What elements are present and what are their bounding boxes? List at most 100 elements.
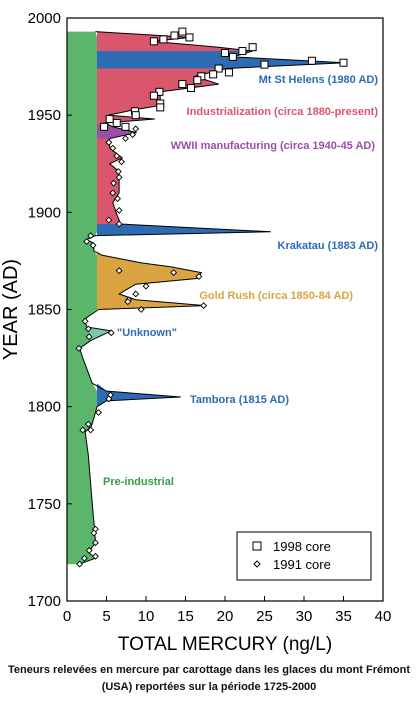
x-tick-label: 20 — [217, 608, 234, 625]
marker-1991-core — [114, 195, 121, 203]
x-tick-label: 30 — [296, 608, 313, 625]
marker-1998-core — [131, 111, 140, 120]
region-tambora-1815-ad — [97, 383, 181, 413]
x-tick-label: 15 — [177, 608, 194, 625]
marker-1998-core — [100, 122, 109, 131]
annotation-mt-st-helens-1980-ad: Mt St Helens (1980 AD) — [259, 74, 379, 86]
marker-1998-core — [221, 48, 229, 57]
x-tick-label: 35 — [335, 608, 352, 625]
marker-1991-core — [142, 282, 150, 290]
legend-label: 1991 core — [273, 557, 331, 572]
marker-1991-core — [83, 238, 91, 245]
marker-1998-core — [178, 80, 187, 89]
marker-1991-core — [129, 131, 137, 139]
marker-1991-core — [115, 173, 123, 181]
marker-1991-core — [80, 554, 88, 562]
caption-line-2: (USA) reportées sur la période 1725-2000 — [101, 681, 317, 693]
annotation-pre-industrial: Pre-industrial — [103, 476, 174, 488]
region-pre-industrial — [67, 31, 98, 565]
x-tick-label: 10 — [138, 608, 155, 625]
marker-1991-core — [105, 138, 113, 146]
marker-1991-core — [132, 125, 140, 133]
y-tick-label: 1700 — [28, 593, 61, 610]
marker-1998-core — [170, 31, 179, 40]
y-tick-label: 1800 — [28, 399, 61, 416]
marker-1998-core — [260, 60, 269, 69]
marker-1991-core — [81, 317, 89, 325]
chart-markers — [75, 27, 348, 568]
marker-1991-core — [113, 152, 121, 160]
annotation-industrialization-circa-1880-present: Industrialization (circa 1880-present) — [187, 106, 379, 118]
marker-1991-core — [122, 135, 129, 142]
marker-1991-core — [76, 560, 84, 568]
marker-1998-core — [105, 115, 114, 124]
marker-1991-core — [109, 189, 117, 197]
chart-axes: 0 5 10 15 20 25 30 35 40 1700 1750 1800 1850 1900 1950… — [0, 10, 391, 655]
chart-annotations: Pre-industrial Industrialization (circa 1… — [103, 74, 378, 488]
caption-line-1: Teneurs relevées en mercure par carottag… — [7, 664, 411, 676]
marker-1998-core — [156, 103, 165, 112]
annotation-krakatau-1883-ad: Krakatau (1883 AD) — [278, 240, 379, 252]
marker-1991-core — [115, 206, 123, 214]
x-tick-label: 5 — [102, 608, 110, 625]
chart-regions — [67, 31, 346, 565]
marker-1998-core — [159, 35, 168, 44]
marker-1998-core — [224, 68, 233, 77]
x-tick-label: 0 — [63, 608, 71, 625]
x-tick-label: 40 — [375, 608, 392, 625]
marker-1991-core — [95, 409, 103, 416]
marker-1991-core — [137, 306, 145, 313]
y-tick-label: 1950 — [28, 107, 61, 124]
chart-legend: 1998 core 1991 core — [236, 531, 372, 581]
marker-1998-core — [178, 27, 187, 36]
marker-1998-core — [238, 47, 247, 56]
chart: 0 5 10 15 20 25 30 35 40 1700 1750 1800 1850 1900 1950… — [0, 10, 391, 655]
marker-1991-core — [75, 344, 83, 352]
marker-1991-core — [109, 144, 117, 152]
marker-1991-core — [110, 179, 118, 187]
marker-1991-core — [105, 216, 113, 224]
marker-1998-core — [339, 58, 348, 67]
legend-label: 1998 core — [273, 539, 331, 554]
marker-1998-core — [307, 56, 316, 65]
marker-1991-core — [107, 329, 115, 337]
y-tick-label: 1900 — [28, 204, 61, 221]
marker-1991-core — [84, 325, 92, 333]
marker-1998-core — [149, 37, 158, 46]
marker-1991-core — [85, 547, 93, 554]
marker-1991-core — [115, 267, 123, 275]
annotation-unknown: "Unknown" — [117, 327, 177, 339]
marker-1991-core — [115, 220, 123, 228]
marker-1998-core — [112, 118, 121, 127]
marker-1998-core — [228, 52, 237, 61]
marker-1998-core — [187, 83, 196, 92]
marker-1991-core — [85, 333, 93, 341]
marker-1991-core — [92, 539, 99, 547]
annotation-wwii-manufacturing-circa-1940-45-ad: WWII manufacturing (circa 1940-45 AD) — [171, 140, 376, 152]
marker-1991-core — [90, 529, 98, 537]
x-tick-label: 25 — [256, 608, 273, 625]
annotation-gold-rush-circa-1850-84-ad: Gold Rush (circa 1850-84 AD) — [199, 290, 353, 302]
marker-1991-core — [84, 420, 92, 428]
marker-1998-core — [149, 91, 158, 100]
marker-1991-core — [132, 290, 140, 298]
marker-1991-core — [195, 273, 203, 280]
y-tick-label: 2000 — [28, 10, 61, 27]
marker-1991-core — [92, 552, 99, 560]
marker-1998-core — [248, 43, 257, 52]
region-gold-rush-circa-1850-84-ad — [97, 251, 206, 310]
x-axis-label: TOTAL MERCURY (ng/L) — [118, 634, 332, 655]
y-tick-label: 1850 — [28, 302, 61, 319]
marker-1991-core — [114, 168, 122, 175]
legend-box — [236, 531, 372, 581]
marker-1998-core — [185, 33, 194, 42]
marker-1991-core — [105, 395, 113, 403]
marker-1991-core — [200, 302, 208, 310]
y-axis-label: YEAR (AD) — [0, 259, 22, 360]
marker-1998-core — [209, 70, 218, 79]
y-tick-label: 1750 — [28, 496, 61, 513]
marker-1998-core — [214, 64, 223, 73]
annotation-tambora-1815-ad: Tambora (1815 AD) — [190, 394, 289, 406]
marker-1991-core — [170, 269, 178, 277]
region-mt-st-helens-1980-ad — [97, 51, 346, 69]
